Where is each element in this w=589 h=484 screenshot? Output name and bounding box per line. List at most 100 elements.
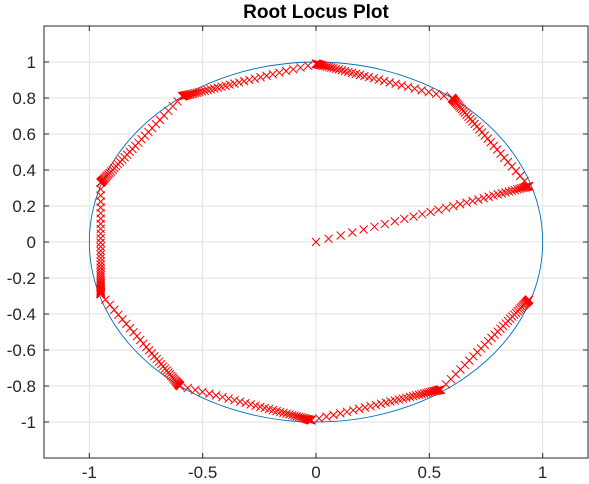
y-tick-label: 0.6 (12, 125, 36, 144)
locus-marker-b7 (175, 381, 185, 391)
locus-marker-b3 (256, 72, 265, 82)
locus-marker-b5 (96, 246, 106, 256)
locus-marker-b3 (296, 63, 305, 72)
locus-marker-b2 (344, 67, 353, 77)
y-tick-label: 0 (27, 233, 36, 252)
locus-marker-b0 (390, 217, 400, 226)
locus-marker-b0 (468, 196, 477, 206)
locus-marker-b5 (96, 242, 106, 252)
locus-marker-b8 (402, 393, 411, 403)
locus-marker-b8 (329, 410, 338, 420)
locus-marker-b7 (272, 406, 281, 416)
locus-marker-b8 (354, 404, 364, 414)
locus-marker-b5 (96, 191, 106, 200)
locus-marker-b3 (190, 88, 200, 98)
locus-marker-b3 (209, 84, 219, 93)
locus-marker-b2 (385, 77, 395, 87)
locus-marker-b7 (224, 394, 233, 404)
locus-marker-b8 (414, 390, 424, 400)
locus-marker-b0 (409, 212, 418, 221)
locus-marker-b2 (374, 75, 384, 84)
y-tick-label: -0.8 (7, 377, 36, 396)
locus-marker-b7 (235, 397, 245, 407)
locus-marker-b7 (241, 398, 250, 408)
locus-marker-b7 (246, 400, 256, 409)
x-tick-label: -0.5 (188, 463, 217, 482)
y-tick-label: 0.2 (12, 197, 36, 216)
axis-tick-labels: -1 -0.5 0 0.5 1 1 0.8 0.6 0.4 0.2 0 -0.2 -0.4 -0.6 -0.… (7, 53, 548, 482)
locus-marker-b2 (369, 73, 379, 83)
locus-marker-b3 (262, 71, 271, 81)
locus-marker-b3 (206, 84, 216, 94)
locus-marker-b8 (360, 403, 370, 412)
locus-marker-b2 (417, 86, 426, 95)
y-tick-label: -0.6 (7, 341, 36, 360)
locus-marker-b7 (205, 389, 214, 398)
locus-marker-b0 (359, 225, 368, 234)
locus-marker-b5 (96, 253, 106, 263)
locus-marker-b0 (417, 209, 427, 219)
locus-marker-b0 (380, 219, 390, 229)
locus-marker-b0 (479, 193, 489, 203)
locus-marker-b8 (366, 401, 375, 411)
locus-markers (96, 59, 534, 425)
locus-marker-b5 (96, 233, 106, 243)
locus-marker-b8 (342, 407, 352, 417)
locus-marker-b3 (311, 59, 321, 69)
locus-marker-b8 (408, 391, 418, 401)
locus-marker-b3 (239, 76, 249, 86)
y-tick-label: 1 (27, 53, 36, 72)
locus-marker-b0 (311, 237, 321, 247)
y-tick-label: -1 (21, 413, 36, 432)
locus-marker-b2 (337, 65, 347, 75)
y-tick-label: -0.4 (7, 305, 36, 324)
locus-marker-b3 (250, 74, 260, 83)
x-tick-label: 1 (538, 463, 547, 482)
locus-marker-b0 (448, 201, 458, 211)
locus-marker-b7 (294, 412, 304, 422)
locus-marker-b2 (403, 82, 413, 92)
locus-marker-b8 (411, 391, 421, 400)
locus-marker-b7 (285, 410, 294, 419)
locus-marker-b2 (347, 68, 357, 78)
locus-marker-b2 (447, 93, 457, 103)
locus-marker-b7 (218, 392, 227, 402)
locus-marker-b0 (473, 195, 483, 204)
locus-marker-b3 (200, 86, 210, 96)
locus-marker-b3 (303, 61, 313, 71)
locus-marker-b2 (397, 80, 407, 90)
locus-marker-b7 (230, 395, 239, 405)
locus-marker-b5 (96, 285, 106, 295)
locus-marker-b2 (431, 89, 441, 99)
locus-marker-b0 (370, 222, 379, 232)
locus-marker-b5 (96, 224, 106, 234)
locus-marker-b9 (524, 295, 534, 304)
locus-marker-b2 (379, 76, 389, 86)
locus-marker-b5 (96, 238, 106, 247)
locus-marker-b5 (96, 184, 106, 194)
chart-title: Root Locus Plot (243, 2, 389, 23)
locus-marker-b0 (324, 234, 333, 244)
locus-marker-b0 (455, 199, 465, 209)
x-tick-label: 0.5 (418, 463, 442, 482)
locus-marker-b2 (424, 87, 434, 97)
locus-marker-b6 (100, 295, 110, 304)
locus-marker-b7 (279, 408, 288, 418)
y-tick-label: -0.2 (7, 269, 36, 288)
locus-marker-b3 (274, 68, 284, 78)
locus-marker-b0 (507, 186, 517, 196)
locus-marker-b8 (307, 415, 316, 425)
locus-marker-b7 (183, 383, 193, 393)
locus-marker-b2 (331, 64, 341, 74)
locus-marker-b3 (288, 64, 298, 74)
locus-marker-b7 (198, 387, 207, 397)
locus-marker-b6 (96, 289, 106, 299)
locus-marker-b3 (244, 75, 254, 85)
locus-marker-b0 (399, 214, 409, 224)
locus-marker-b2 (439, 91, 449, 101)
locus-marker-b0 (441, 203, 451, 213)
axis-ticks (44, 26, 588, 458)
locus-marker-b8 (314, 414, 324, 423)
locus-marker-b5 (96, 286, 106, 296)
